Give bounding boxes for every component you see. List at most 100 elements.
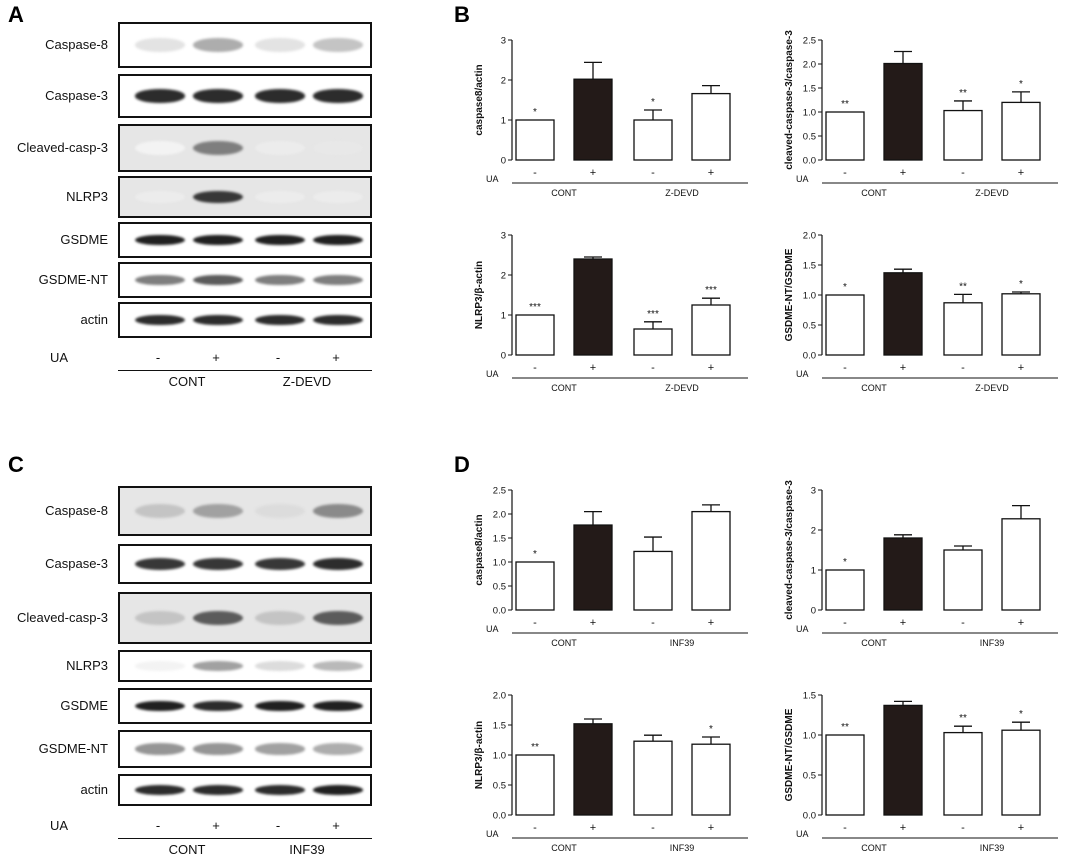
blot-strip [118,124,372,172]
blot-band [193,89,243,103]
treatment-sign: - [651,362,655,374]
y-tick-label: 0.0 [803,351,816,362]
significance-label: * [1019,279,1023,290]
group-label: CONT [861,188,887,198]
blot-strip [118,22,372,68]
y-tick-label: 3 [811,486,816,497]
blot-band [255,743,305,755]
blot-band [313,141,363,155]
bar-chart-d-gsdme-nt: 0.0 0.5 1.0 1.5 GSDME-NT/GSDME ** - + ** - * + UA CON… [784,691,1058,853]
bar [883,537,923,611]
bar [943,549,983,611]
bar [515,754,555,816]
bar [943,731,983,816]
blot-row-label: Cleaved-casp-3 [16,610,108,625]
treatment-label: UA [486,369,499,379]
blot-row-label: GSDME-NT [38,272,108,287]
blot-band [255,274,305,286]
blot-band [313,314,363,326]
y-axis-label: caspase8/actin [474,514,485,585]
bar [691,92,731,161]
treatment-sign: - [275,818,281,833]
significance-label: *** [705,285,717,296]
treatment-label: UA [796,174,809,184]
blot-band [313,234,363,246]
bar [825,111,865,161]
y-tick-label: 1.5 [493,534,506,545]
group-underline [118,370,372,371]
bar-chart-d-caspase8: 0.0 0.5 1.0 1.5 2.0 2.5 caspase8/actin * - + - + UA C… [474,486,748,648]
y-tick-label: 0.0 [803,811,816,822]
blot-band [135,141,185,155]
blot-row-label: NLRP3 [66,658,108,673]
group-label: CONT [551,843,577,853]
treatment-sign: - [961,822,965,834]
y-axis-label: cleaved-caspase-3/caspase-3 [784,30,795,170]
blot-band [135,504,185,518]
treatment-sign: - [533,822,537,834]
group-label: Z-DEVD [665,188,699,198]
group-label: INF39 [980,638,1005,648]
blot-strip [118,262,372,298]
y-tick-label: 1.0 [803,291,816,302]
blot-strip [118,688,372,724]
y-tick-label: 1.0 [803,731,816,742]
treatment-sign: + [590,617,596,629]
blot-band [255,38,305,52]
treatment-sign: + [1018,362,1024,374]
blot-strip [118,486,372,536]
y-tick-label: 1.5 [803,691,816,702]
y-tick-label: 3 [501,231,506,242]
treatment-sign: - [533,167,537,179]
y-tick-label: 2 [811,526,816,537]
bar [1001,518,1041,611]
blot-band [313,743,363,755]
bar [825,734,865,816]
blot-band [313,38,363,52]
treatment-sign: - [275,350,281,365]
bar [691,743,731,816]
treatment-label: UA [486,829,499,839]
bar [633,119,673,161]
treatment-sign: + [900,617,906,629]
y-tick-label: 1.5 [493,721,506,732]
bar [515,561,555,611]
bar [825,294,865,356]
y-tick-label: 0.5 [493,781,506,792]
blot-band [193,314,243,326]
group-label: Z-DEVD [975,383,1009,393]
treatment-label: UA [796,829,809,839]
group-label: CONT [551,188,577,198]
bar [573,524,613,611]
blot-band [255,141,305,155]
blot-band [313,558,363,570]
blot-band [255,234,305,246]
blot-band [135,190,185,204]
treatment-sign: - [651,822,655,834]
blot-band [313,89,363,103]
treatment-sign: + [708,617,714,629]
bar [883,272,923,356]
bar-chart-b-nlrp3: 0 1 2 3 NLRP3/β-actin *** - + *** - *** + UA CONT Z-DE… [474,231,748,393]
bar-chart-b-cleaved-caspase3: 0.0 0.5 1.0 1.5 2.0 2.5 cleaved-caspase-3/casp… [784,30,1058,198]
y-axis-label: NLRP3/β-actin [474,261,485,329]
y-tick-label: 1.5 [803,261,816,272]
blot-band [135,558,185,570]
bar [633,328,673,356]
panel-letter-c: C [8,452,24,477]
bar-chart-b-gsdme-nt: 0.0 0.5 1.0 1.5 2.0 GSDME-NT/GSDME * - + ** - * + UA C… [784,231,1058,393]
bar [825,569,865,611]
group-label: Z-DEVD [282,374,332,389]
blot-band [255,785,305,795]
significance-label: ** [531,742,539,753]
y-tick-label: 1.5 [803,84,816,95]
significance-label: ** [959,281,967,292]
bar [573,78,613,161]
blot-row-label: GSDME-NT [38,741,108,756]
y-tick-label: 1 [811,566,816,577]
y-tick-label: 0.5 [803,132,816,143]
y-tick-label: 0 [811,606,816,617]
panel-letter-d: D [454,452,470,477]
treatment-label: UA [49,350,68,365]
treatment-sign: + [708,167,714,179]
